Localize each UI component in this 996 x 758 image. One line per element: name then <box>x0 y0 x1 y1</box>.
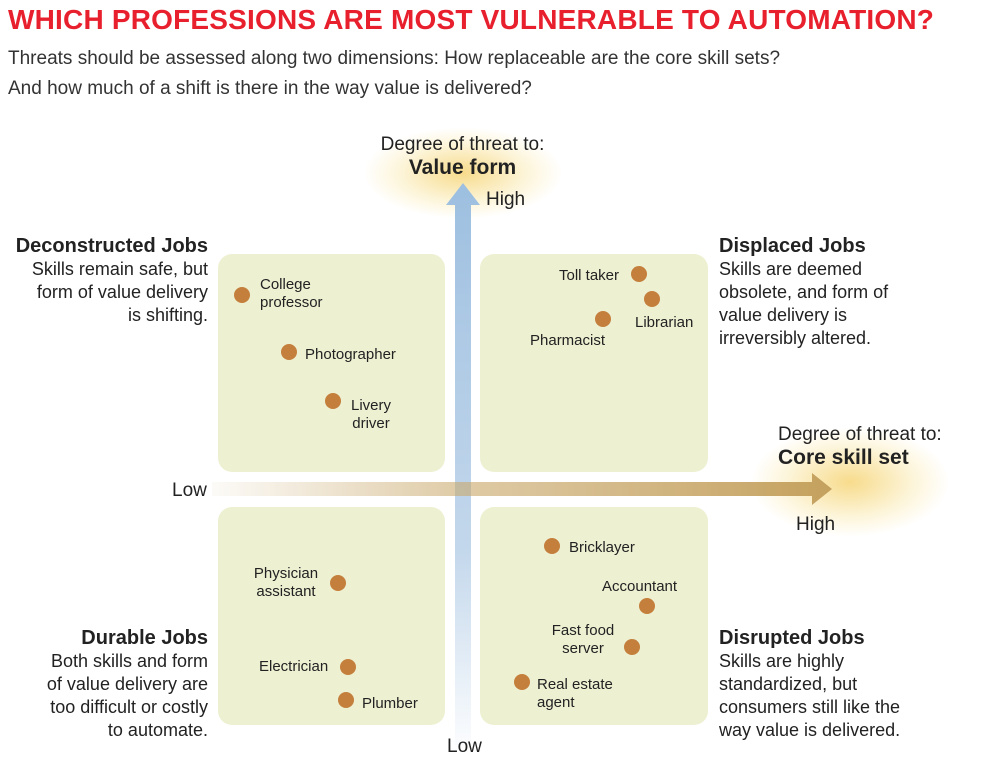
category-durable: Durable Jobs Both skills and form of val… <box>8 627 208 742</box>
job-label-electrician: Electrician <box>259 658 329 675</box>
job-dot-fast-food-server <box>624 639 640 655</box>
category-deconstructed: Deconstructed Jobs Skills remain safe, b… <box>8 235 208 327</box>
job-label-line: assistant <box>256 583 316 600</box>
job-label-college-professor: College professor <box>260 276 323 312</box>
job-label-librarian: Librarian <box>635 314 694 331</box>
job-label-line: Livery <box>350 397 391 414</box>
quadrant-displaced <box>480 254 708 472</box>
job-label-livery-driver: Livery driver <box>344 397 398 433</box>
category-text: Skills remain safe, but <box>31 259 208 279</box>
category-heading: Durable Jobs <box>81 627 208 649</box>
category-text: Both skills and form <box>50 651 208 671</box>
category-heading: Displaced Jobs <box>719 235 866 257</box>
category-heading: Deconstructed Jobs <box>15 235 208 257</box>
subtitle: Threats should be assessed along two dim… <box>8 44 968 104</box>
category-text: to automate. <box>107 720 208 740</box>
job-dot-plumber <box>338 692 354 708</box>
quadrant-deconstructed <box>218 254 445 472</box>
x-axis-name: Core skill set <box>778 446 909 469</box>
subtitle-line-2: And how much of a shift is there in the … <box>8 78 532 99</box>
job-dot-photographer <box>281 344 297 360</box>
x-axis-high: High <box>796 514 836 535</box>
x-axis-title: Degree of threat to: Core skill set <box>778 423 942 469</box>
job-dot-physician-assistant <box>330 575 346 591</box>
job-label-accountant: Accountant <box>602 578 678 595</box>
category-text: way value is delivered. <box>719 720 901 740</box>
job-label-photographer: Photographer <box>305 346 396 363</box>
category-heading: Disrupted Jobs <box>719 627 865 649</box>
category-text: irreversibly altered. <box>719 328 872 348</box>
category-text: value delivery is <box>719 305 848 325</box>
subtitle-line-1: Threats should be assessed along two dim… <box>8 48 781 69</box>
category-text: form of value delivery <box>36 282 208 302</box>
job-label-line: College <box>260 276 311 293</box>
job-label-pharmacist: Pharmacist <box>530 332 606 349</box>
job-label-toll-taker: Toll taker <box>559 267 620 284</box>
job-dot-pharmacist <box>595 311 611 327</box>
category-text: Skills are highly <box>719 651 845 671</box>
category-text: of value delivery are <box>46 674 208 694</box>
category-text: too difficult or costly <box>50 697 208 717</box>
job-label-plumber: Plumber <box>362 695 418 712</box>
job-label-real-estate-agent: Real estate agent <box>537 676 613 712</box>
x-axis-caption: Degree of threat to: <box>778 424 942 445</box>
job-dot-toll-taker <box>631 266 647 282</box>
quadrant-durable <box>218 507 445 725</box>
category-displaced: Displaced Jobs Skills are deemed obsolet… <box>719 235 959 350</box>
category-text: obsolete, and form of <box>719 282 889 302</box>
job-dot-bricklayer <box>544 538 560 554</box>
job-dot-librarian <box>644 291 660 307</box>
job-label-line: Physician <box>253 565 319 582</box>
job-dot-accountant <box>639 598 655 614</box>
category-text: Skills are deemed <box>719 259 863 279</box>
y-axis-name: Value form <box>408 156 517 179</box>
y-axis-low: Low <box>447 736 482 757</box>
job-label-line: professor <box>260 294 323 311</box>
page-title: WHICH PROFESSIONS ARE MOST VULNERABLE TO… <box>8 4 935 35</box>
job-dot-college-professor <box>234 287 250 303</box>
y-axis-high: High <box>486 189 526 210</box>
value-form-arrow <box>446 183 480 745</box>
job-dot-electrician <box>340 659 356 675</box>
x-axis-low: Low <box>172 480 207 501</box>
y-axis-caption: Degree of threat to: <box>380 134 545 155</box>
y-axis-title: Degree of threat to: Value form <box>350 133 575 179</box>
job-dot-real-estate-agent <box>514 674 530 690</box>
category-text: is shifting. <box>127 305 208 325</box>
job-label-line: agent <box>537 694 575 711</box>
category-text: standardized, but <box>719 674 858 694</box>
category-disrupted: Disrupted Jobs Skills are highly standar… <box>719 627 979 742</box>
job-label-line: server <box>562 640 604 657</box>
job-label-line: Fast food <box>551 622 615 639</box>
job-label-line: Real estate <box>537 676 613 693</box>
job-label-bricklayer: Bricklayer <box>569 539 635 556</box>
job-label-fast-food-server: Fast food server <box>546 622 620 658</box>
core-skill-arrow <box>212 473 832 505</box>
category-text: consumers still like the <box>719 697 901 717</box>
job-label-physician-assistant: Physician assistant <box>248 565 324 601</box>
job-dot-livery-driver <box>325 393 341 409</box>
job-label-line: driver <box>352 415 390 432</box>
